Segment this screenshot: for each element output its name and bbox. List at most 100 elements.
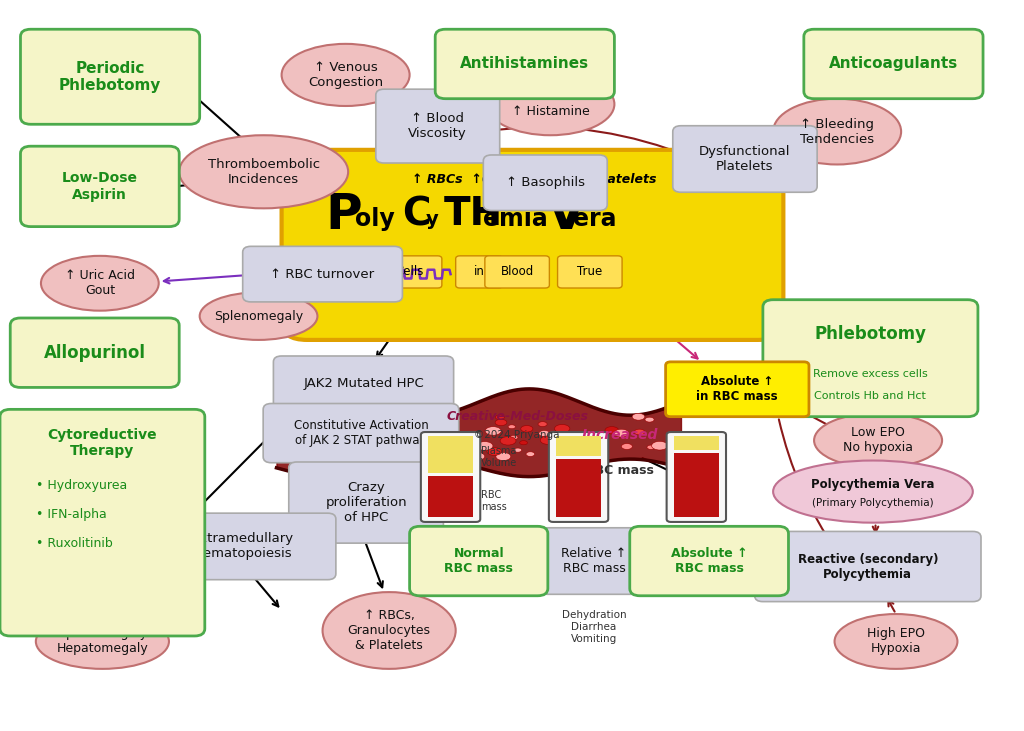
Text: Reactive (secondary)
Polycythemia: Reactive (secondary) Polycythemia [798, 553, 938, 580]
Ellipse shape [508, 425, 515, 428]
FancyBboxPatch shape [20, 29, 200, 124]
Ellipse shape [444, 445, 453, 450]
Ellipse shape [362, 421, 377, 429]
Text: RBC
mass: RBC mass [481, 490, 507, 512]
Text: Extramedullary
Hematopoiesis: Extramedullary Hematopoiesis [193, 532, 294, 561]
Ellipse shape [303, 426, 313, 431]
Text: era: era [573, 208, 616, 231]
Ellipse shape [282, 44, 410, 106]
FancyBboxPatch shape [674, 452, 719, 517]
Text: Splenomegaly: Splenomegaly [214, 310, 303, 322]
Text: Dysfunctional
Platelets: Dysfunctional Platelets [699, 145, 791, 173]
Text: Allopurinol: Allopurinol [44, 344, 145, 362]
Ellipse shape [487, 447, 502, 455]
FancyBboxPatch shape [556, 460, 601, 517]
Ellipse shape [319, 439, 328, 444]
Text: Normal
RBC mass: Normal RBC mass [444, 547, 513, 575]
FancyBboxPatch shape [557, 256, 622, 288]
Ellipse shape [835, 614, 957, 669]
Ellipse shape [496, 420, 507, 425]
Ellipse shape [469, 452, 484, 461]
Text: (Primary Polycythemia): (Primary Polycythemia) [812, 498, 934, 507]
Text: C: C [402, 196, 431, 234]
Ellipse shape [331, 434, 340, 439]
Ellipse shape [555, 425, 570, 433]
Ellipse shape [500, 436, 516, 445]
Text: ↑ Blood
Viscosity: ↑ Blood Viscosity [409, 112, 467, 140]
Ellipse shape [622, 444, 633, 450]
Text: • IFN-alpha: • IFN-alpha [36, 508, 106, 521]
FancyBboxPatch shape [151, 513, 336, 580]
FancyBboxPatch shape [755, 531, 981, 602]
Text: Polycythemia Vera: Polycythemia Vera [811, 478, 935, 491]
Ellipse shape [773, 99, 901, 164]
Ellipse shape [430, 409, 441, 416]
FancyBboxPatch shape [20, 146, 179, 227]
FancyBboxPatch shape [549, 432, 608, 522]
Ellipse shape [773, 461, 973, 523]
Text: RBC mass: RBC mass [585, 464, 654, 477]
Text: Phlebotomy: Phlebotomy [814, 325, 927, 344]
Text: Constitutive Activation
of JAK 2 STAT pathway: Constitutive Activation of JAK 2 STAT pa… [294, 419, 428, 447]
Text: Relative ↑
RBC mass: Relative ↑ RBC mass [561, 547, 627, 575]
Text: Low EPO
No hypoxia: Low EPO No hypoxia [843, 426, 913, 455]
Ellipse shape [538, 422, 547, 427]
Ellipse shape [647, 445, 655, 450]
Text: y: y [426, 210, 438, 229]
Ellipse shape [357, 441, 370, 447]
FancyBboxPatch shape [263, 404, 459, 463]
Text: Splenomegaly
Hepatomegaly: Splenomegaly Hepatomegaly [56, 627, 148, 656]
Text: Cells: Cells [395, 265, 424, 279]
Ellipse shape [521, 425, 532, 432]
Text: Creative-Med-Doses: Creative-Med-Doses [446, 410, 588, 423]
FancyBboxPatch shape [282, 150, 783, 340]
FancyBboxPatch shape [674, 436, 719, 450]
Ellipse shape [381, 448, 390, 452]
Ellipse shape [541, 436, 556, 444]
Ellipse shape [41, 256, 159, 311]
Ellipse shape [496, 452, 511, 461]
FancyBboxPatch shape [435, 29, 614, 99]
Ellipse shape [550, 450, 561, 456]
Text: Low-Dose
Aspirin: Low-Dose Aspirin [61, 171, 138, 202]
Ellipse shape [614, 429, 629, 437]
Ellipse shape [383, 424, 398, 431]
Text: • Ruxolitinib: • Ruxolitinib [36, 537, 113, 550]
Ellipse shape [416, 420, 432, 428]
Text: Controls Hb and Hct: Controls Hb and Hct [814, 391, 927, 401]
Ellipse shape [496, 415, 505, 420]
Ellipse shape [365, 411, 377, 418]
Text: oly: oly [355, 208, 395, 231]
Ellipse shape [323, 592, 456, 669]
Ellipse shape [632, 413, 645, 420]
Text: Periodic
Phlebotomy: Periodic Phlebotomy [59, 61, 161, 93]
Ellipse shape [322, 439, 331, 444]
Text: High EPO
Hypoxia: High EPO Hypoxia [867, 627, 925, 656]
Ellipse shape [308, 440, 318, 446]
FancyBboxPatch shape [485, 256, 549, 288]
FancyBboxPatch shape [804, 29, 983, 99]
Ellipse shape [300, 431, 310, 436]
Ellipse shape [486, 73, 614, 135]
Text: emia: emia [483, 208, 548, 231]
Text: V: V [547, 191, 586, 239]
Ellipse shape [179, 135, 348, 208]
Ellipse shape [539, 431, 550, 436]
Text: JAK2 Mutated HPC: JAK2 Mutated HPC [303, 377, 424, 390]
FancyBboxPatch shape [376, 89, 500, 163]
Ellipse shape [422, 414, 431, 419]
FancyBboxPatch shape [377, 256, 442, 288]
Ellipse shape [514, 448, 521, 452]
FancyBboxPatch shape [289, 462, 443, 543]
Text: True: True [578, 265, 602, 279]
Text: Thromboembolic
Incidences: Thromboembolic Incidences [208, 158, 319, 186]
Text: ↑ RBCs,
Granulocytes
& Platelets: ↑ RBCs, Granulocytes & Platelets [347, 609, 431, 652]
Ellipse shape [200, 292, 317, 340]
FancyBboxPatch shape [666, 362, 809, 417]
Text: Absolute ↑
in RBC mass: Absolute ↑ in RBC mass [696, 375, 778, 404]
Text: Plasma
Volume: Plasma Volume [481, 446, 517, 468]
FancyBboxPatch shape [297, 256, 362, 288]
Ellipse shape [327, 423, 338, 430]
Ellipse shape [526, 452, 535, 456]
Text: ↑ Pruritis
↑ Histamine: ↑ Pruritis ↑ Histamine [512, 90, 589, 118]
